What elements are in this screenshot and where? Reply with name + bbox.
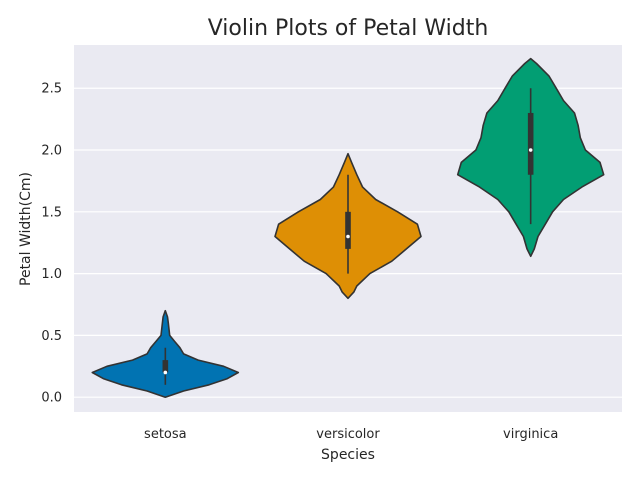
median-virginica	[528, 148, 533, 152]
x-axis-label: Species	[321, 447, 375, 463]
violins	[91, 57, 605, 398]
y-tick-label: 1.5	[41, 205, 62, 220]
x-tick-label: versicolor	[316, 427, 380, 442]
y-tick-label: 0.5	[41, 329, 62, 344]
y-tick-labels: 0.0 0.5 1.0 1.5 2.0 2.5	[41, 82, 62, 406]
iqr-box-virginica	[527, 112, 534, 175]
iqr-box-versicolor	[345, 211, 351, 249]
y-axis-label: Petal Width(Cm)	[18, 172, 34, 286]
chart-title: Violin Plots of Petal Width	[208, 16, 489, 41]
y-tick-label: 2.5	[41, 82, 62, 97]
x-tick-label: virginica	[503, 427, 558, 442]
median-setosa	[163, 370, 168, 375]
x-tick-labels: setosa versicolor virginica	[144, 427, 558, 442]
median-versicolor	[346, 234, 350, 239]
x-tick-label: setosa	[144, 427, 187, 442]
y-tick-label: 1.0	[41, 267, 62, 282]
iqr-box-setosa	[162, 360, 169, 373]
y-tick-label: 2.0	[41, 144, 62, 159]
y-tick-label: 0.0	[41, 391, 62, 406]
